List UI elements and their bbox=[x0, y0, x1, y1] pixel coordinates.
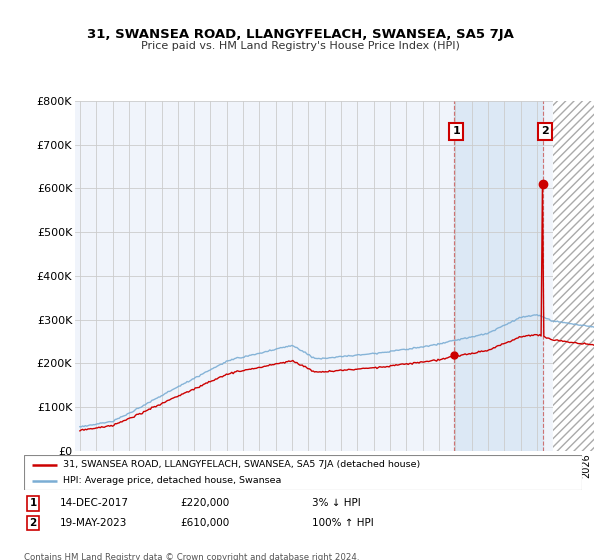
Text: Contains HM Land Registry data © Crown copyright and database right 2024.
This d: Contains HM Land Registry data © Crown c… bbox=[24, 553, 359, 560]
FancyBboxPatch shape bbox=[24, 455, 582, 490]
Bar bbox=[553, 101, 600, 451]
Text: 3% ↓ HPI: 3% ↓ HPI bbox=[312, 498, 361, 508]
Text: HPI: Average price, detached house, Swansea: HPI: Average price, detached house, Swan… bbox=[63, 476, 281, 485]
Text: 19-MAY-2023: 19-MAY-2023 bbox=[60, 518, 127, 528]
Text: 1: 1 bbox=[452, 127, 460, 137]
Text: £610,000: £610,000 bbox=[180, 518, 229, 528]
Text: 2: 2 bbox=[29, 518, 37, 528]
Text: 31, SWANSEA ROAD, LLANGYFELACH, SWANSEA, SA5 7JA: 31, SWANSEA ROAD, LLANGYFELACH, SWANSEA,… bbox=[86, 28, 514, 41]
Bar bbox=[454, 101, 543, 451]
Text: £220,000: £220,000 bbox=[180, 498, 229, 508]
Text: 2: 2 bbox=[541, 127, 548, 137]
Text: 14-DEC-2017: 14-DEC-2017 bbox=[60, 498, 129, 508]
Text: 1: 1 bbox=[29, 498, 37, 508]
Text: Price paid vs. HM Land Registry's House Price Index (HPI): Price paid vs. HM Land Registry's House … bbox=[140, 41, 460, 51]
Text: 31, SWANSEA ROAD, LLANGYFELACH, SWANSEA, SA5 7JA (detached house): 31, SWANSEA ROAD, LLANGYFELACH, SWANSEA,… bbox=[63, 460, 421, 469]
Text: 100% ↑ HPI: 100% ↑ HPI bbox=[312, 518, 374, 528]
Bar bbox=[553, 101, 600, 451]
